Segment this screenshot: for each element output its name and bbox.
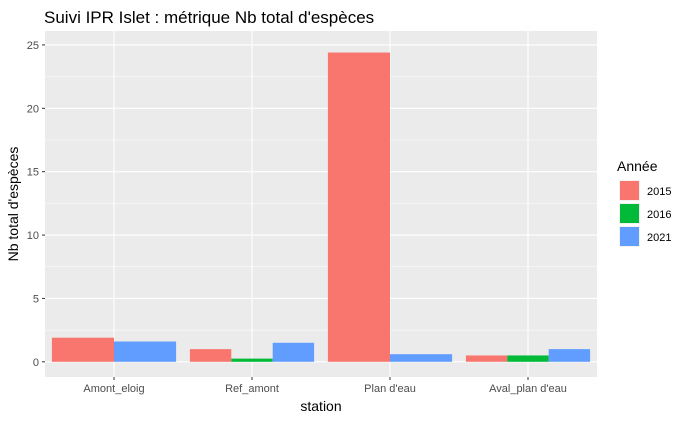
bar-2015-aval-plan-d-eau: [465, 355, 508, 362]
legend-swatch: [620, 227, 639, 246]
minor-gridlines: [45, 76, 597, 331]
legend-swatch: [620, 181, 639, 200]
legend-title: Année: [617, 158, 658, 174]
x-axis: Amont_eloig Ref_amont Plan d'eau Aval_plan …: [83, 377, 567, 395]
bar-2021-plan-d-eau: [390, 354, 453, 362]
y-tick-label: 15: [27, 167, 39, 179]
y-tick-label: 20: [27, 103, 39, 115]
chart-title: Suivi IPR Islet : métrique Nb total d'es…: [44, 8, 374, 27]
y-axis: 0 5 10 15 20 25: [27, 40, 45, 369]
x-tick-label: Aval_plan d'eau: [489, 383, 567, 395]
bar-2021-aval-plan-d-eau: [548, 349, 591, 362]
bar-2016-ref-amont: [231, 358, 273, 362]
bar-2015-ref-amont: [189, 349, 232, 362]
x-tick-label: Plan d'eau: [364, 383, 416, 395]
legend-label: 2021: [647, 232, 671, 244]
y-tick-label: 10: [27, 230, 39, 242]
bar-2021-ref-amont: [272, 342, 315, 362]
bars: [51, 52, 591, 362]
x-axis-title: station: [300, 398, 341, 414]
plot-panel: [45, 31, 597, 377]
bar-2015-plan-d-eau: [327, 52, 390, 362]
legend-label: 2015: [647, 186, 671, 198]
legend: Année 2015 2016 2021: [617, 158, 671, 247]
y-tick-label: 0: [33, 357, 39, 369]
x-tick-label: Ref_amont: [225, 383, 279, 395]
y-axis-title: Nb total d'espèces: [5, 147, 21, 262]
y-tick-label: 5: [33, 293, 39, 305]
y-tick-label: 25: [27, 40, 39, 52]
bar-2016-aval-plan-d-eau: [507, 355, 549, 362]
legend-label: 2016: [647, 209, 671, 221]
bar-2015-amont-eloig: [51, 337, 114, 362]
legend-swatch: [620, 204, 639, 223]
x-tick-label: Amont_eloig: [83, 383, 144, 395]
bar-2021-amont-eloig: [114, 341, 177, 362]
